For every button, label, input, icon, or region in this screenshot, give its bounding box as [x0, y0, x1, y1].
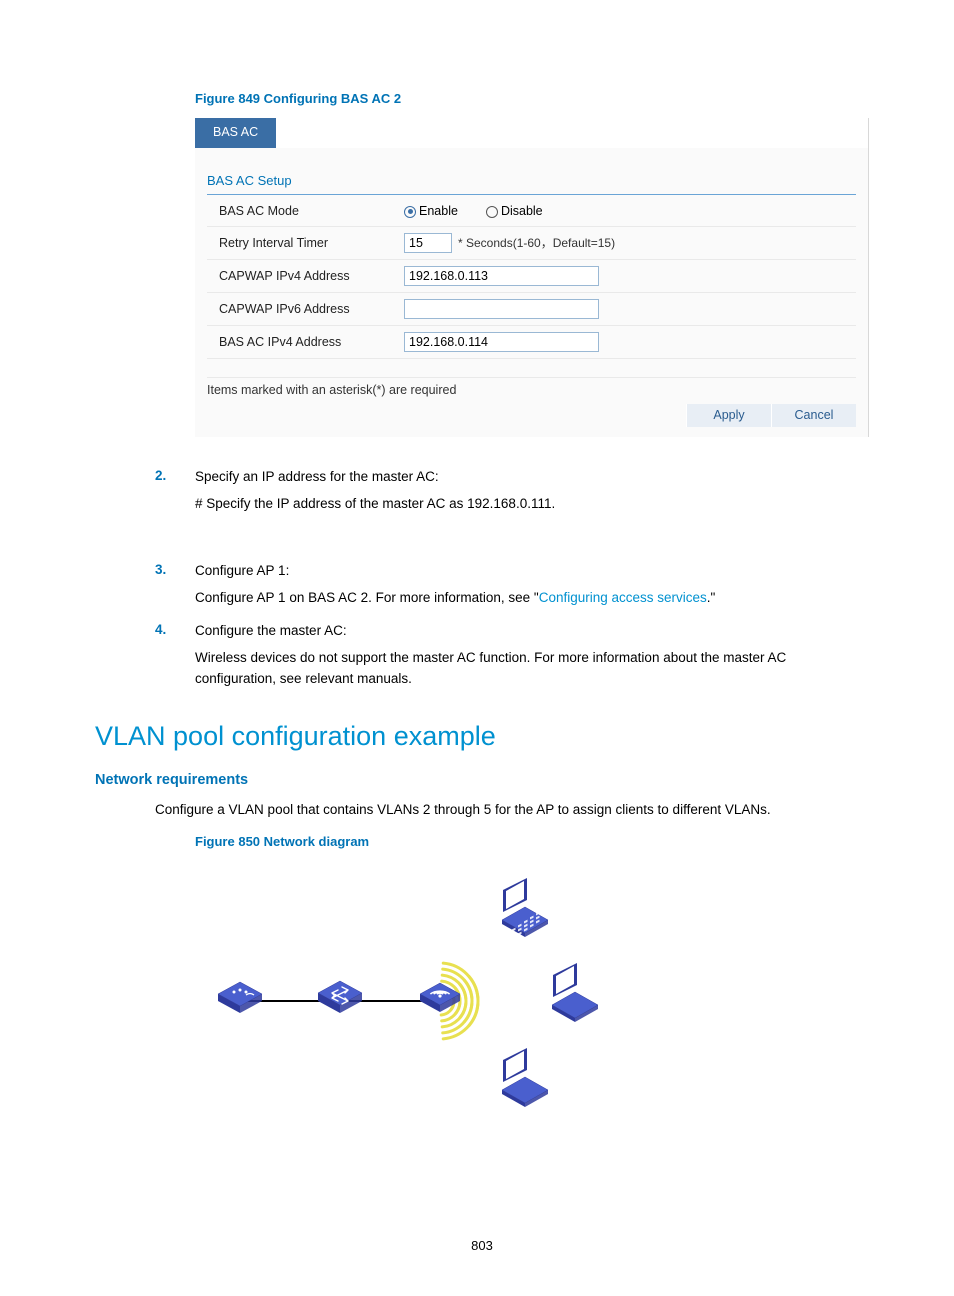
radio-dot-icon	[404, 206, 416, 218]
network-diagram	[195, 861, 869, 1147]
step-number: 2.	[155, 467, 195, 521]
figure-849-caption: Figure 849 Configuring BAS AC 2	[195, 90, 869, 108]
apply-button[interactable]: Apply	[686, 404, 771, 428]
step-2-body: # Specify the IP address of the master A…	[195, 494, 869, 515]
row-capwap-ipv6: CAPWAP IPv6 Address	[207, 293, 856, 326]
bas-ac-screenshot: BAS AC BAS AC Setup BAS AC Mode Enable D…	[195, 118, 869, 437]
row-retry: Retry Interval Timer * Seconds(1-60，Defa…	[207, 227, 856, 260]
step-4-body: Wireless devices do not support the mast…	[195, 648, 869, 690]
input-bas-ipv4[interactable]	[404, 332, 599, 352]
page-number: 803	[95, 1237, 869, 1255]
vlan-description: Configure a VLAN pool that contains VLAN…	[155, 800, 869, 821]
label-bas-ipv4: BAS AC IPv4 Address	[219, 334, 404, 352]
radio-enable-label: Enable	[419, 203, 458, 221]
cancel-button[interactable]: Cancel	[771, 404, 856, 428]
required-note: Items marked with an asterisk(*) are req…	[207, 377, 856, 400]
step-3-text-b: ."	[707, 590, 716, 605]
step-4: 4. Configure the master AC: Wireless dev…	[155, 621, 869, 696]
row-mode: BAS AC Mode Enable Disable	[207, 197, 856, 228]
step-4-title: Configure the master AC:	[195, 621, 869, 642]
label-retry: Retry Interval Timer	[219, 235, 404, 253]
input-retry[interactable]	[404, 233, 452, 253]
radio-dot-icon	[486, 206, 498, 218]
step-2-title: Specify an IP address for the master AC:	[195, 467, 869, 488]
step-3-title: Configure AP 1:	[195, 561, 869, 582]
heading-network-requirements: Network requirements	[95, 770, 869, 790]
tab-bas-ac[interactable]: BAS AC	[195, 118, 276, 148]
radio-disable-label: Disable	[501, 203, 543, 221]
step-number: 4.	[155, 621, 195, 696]
row-capwap-ipv4: CAPWAP IPv4 Address	[207, 260, 856, 293]
tab-bar: BAS AC	[195, 118, 869, 148]
label-mode: BAS AC Mode	[219, 203, 404, 221]
label-capwap-ipv6: CAPWAP IPv6 Address	[219, 301, 404, 319]
step-3-body: Configure AP 1 on BAS AC 2. For more inf…	[195, 588, 869, 609]
input-capwap-ipv4[interactable]	[404, 266, 599, 286]
step-list: 2. Specify an IP address for the master …	[155, 467, 869, 695]
step-2: 2. Specify an IP address for the master …	[155, 467, 869, 521]
link-configuring-access-services[interactable]: Configuring access services	[539, 590, 707, 605]
radio-disable[interactable]: Disable	[486, 203, 543, 221]
setup-heading: BAS AC Setup	[207, 172, 856, 195]
label-capwap-ipv4: CAPWAP IPv4 Address	[219, 268, 404, 286]
radio-enable[interactable]: Enable	[404, 203, 458, 221]
network-diagram-svg	[195, 861, 635, 1141]
row-bas-ipv4: BAS AC IPv4 Address	[207, 326, 856, 359]
input-capwap-ipv6[interactable]	[404, 299, 599, 319]
hint-retry: * Seconds(1-60，Default=15)	[458, 235, 615, 252]
step-3-text-a: Configure AP 1 on BAS AC 2. For more inf…	[195, 590, 539, 605]
figure-850-caption: Figure 850 Network diagram	[195, 833, 869, 851]
step-3: 3. Configure AP 1: Configure AP 1 on BAS…	[155, 561, 869, 615]
heading-vlan-pool: VLAN pool configuration example	[95, 718, 869, 756]
step-number: 3.	[155, 561, 195, 615]
